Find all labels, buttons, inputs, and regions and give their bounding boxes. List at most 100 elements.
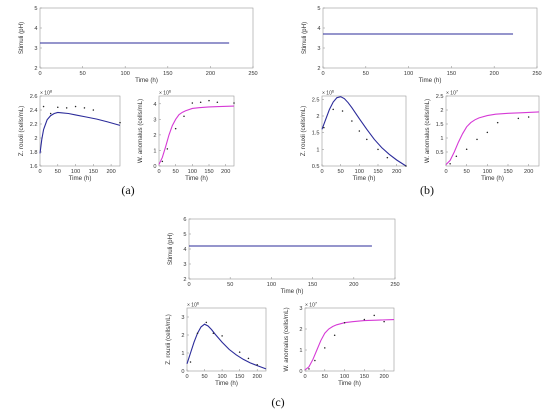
y-tick-label: 2.6 <box>30 94 38 100</box>
chart-a-z: 0 50 100 150 200 1.6 1.8 2 2.2 2.4 2.6 Time (h) Z. r… <box>18 89 121 182</box>
data-point <box>233 102 235 104</box>
y-tick-label: 2.4 <box>30 108 38 114</box>
data-point <box>308 368 310 370</box>
data-point <box>92 109 95 111</box>
data-point <box>343 321 346 324</box>
data-point <box>196 332 199 334</box>
data-point <box>383 320 385 323</box>
y-tick-label: 4 <box>34 26 37 32</box>
plot-frame <box>186 307 267 372</box>
data-point <box>386 156 389 159</box>
y-tick-label: 3 <box>181 315 184 321</box>
y-tick-label: 3 <box>183 262 186 268</box>
y-axis-label: Stimuli (pH) <box>301 22 308 54</box>
data-point <box>49 112 52 115</box>
x-tick-label: 50 <box>201 374 207 380</box>
data-point <box>341 110 344 112</box>
model-curve <box>39 111 121 154</box>
x-axis-label: Time (h) <box>215 380 238 387</box>
data-point <box>486 131 489 134</box>
x-tick-label: 0 <box>38 169 41 175</box>
plot-frame <box>158 95 235 167</box>
data-point <box>189 361 192 363</box>
x-tick-label: 0 <box>444 169 447 175</box>
data-point <box>174 127 177 130</box>
y-axis-label: W. anomalus (cells/mL) <box>283 307 290 371</box>
model-curve <box>304 319 395 371</box>
plot-frame <box>445 95 540 167</box>
data-point <box>517 117 520 120</box>
y-axis-label: Stimuli (pH) <box>18 22 25 54</box>
x-axis-label: Time (h) <box>481 175 504 182</box>
data-point <box>191 102 194 104</box>
x-axis-label: Time (h) <box>185 175 208 182</box>
x-tick-label: 50 <box>173 169 179 175</box>
y-tick-label: 2 <box>34 66 37 72</box>
panel-label-b: (b) <box>420 183 434 197</box>
data-point <box>351 120 353 122</box>
y-tick-label: 3 <box>153 117 156 123</box>
model-curve <box>158 105 235 165</box>
x-tick-label: 0 <box>321 71 324 77</box>
y-tick-label: 1.5 <box>312 131 320 137</box>
y-tick-label: 1.8 <box>30 150 38 156</box>
y-tick-label: 3 <box>299 306 302 312</box>
data-point <box>449 163 451 165</box>
x-tick-label: 150 <box>235 374 244 380</box>
x-axis-label: Time (h) <box>419 77 442 84</box>
y-tick-label: 4 <box>317 26 320 32</box>
data-point <box>183 115 185 117</box>
x-axis-label: Time (h) <box>135 77 158 84</box>
data-point <box>496 121 499 124</box>
x-tick-label: 100 <box>267 282 276 288</box>
plot-frame <box>188 218 396 280</box>
x-tick-label: 150 <box>503 169 512 175</box>
x-axis-label: Time (h) <box>353 175 376 182</box>
y-tick-label: 1 <box>316 147 319 153</box>
data-point <box>373 314 375 317</box>
x-tick-label: 200 <box>392 169 401 175</box>
x-tick-label: 150 <box>89 169 98 175</box>
chart-c-z: 0 50 100 150 200 0 1 2 3 Time (h) Z. rouxii (cells… <box>165 301 267 387</box>
y-tick-label: 3 <box>317 46 320 52</box>
model-curve <box>321 96 407 167</box>
y-tick-label: 2 <box>317 66 320 72</box>
y-tick-label: 5 <box>317 6 320 12</box>
x-tick-label: 0 <box>157 169 160 175</box>
data-point <box>324 347 326 349</box>
axis-multiplier: × 107 <box>305 301 318 309</box>
y-tick-label: 2 <box>316 114 319 120</box>
y-tick-label: 1.6 <box>30 164 38 170</box>
y-tick-label: 0 <box>299 369 302 375</box>
y-axis-label: Z. rouxii (cells/mL) <box>300 106 307 157</box>
y-tick-label: 2 <box>34 136 37 142</box>
data-point <box>333 334 336 337</box>
x-tick-label: 200 <box>349 282 358 288</box>
x-tick-label: 50 <box>322 374 328 380</box>
chart-a-w: 0 50 100 150 200 0 1 2 3 4 Time (h) W. anomalus (ce… <box>137 89 235 182</box>
x-tick-label: 0 <box>187 282 190 288</box>
x-tick-label: 100 <box>188 169 197 175</box>
x-tick-label: 100 <box>483 169 492 175</box>
x-tick-label: 100 <box>71 169 80 175</box>
model-curve <box>186 323 267 370</box>
y-tick-label: 4 <box>183 247 186 253</box>
data-point <box>221 335 223 337</box>
data-point <box>405 165 407 167</box>
y-axis-label: Z. rouxii (cells/mL) <box>165 314 172 365</box>
x-tick-label: 150 <box>447 71 456 77</box>
data-point <box>65 107 68 109</box>
data-point <box>358 130 361 132</box>
axis-multiplier: × 106 <box>322 89 335 97</box>
x-tick-label: 50 <box>79 71 85 77</box>
x-axis-label: Time (h) <box>338 380 361 387</box>
x-tick-label: 50 <box>464 169 470 175</box>
x-tick-label: 0 <box>185 374 188 380</box>
y-tick-label: 1 <box>153 148 156 154</box>
axis-multiplier: × 106 <box>187 301 200 309</box>
x-axis-label: Time (h) <box>281 288 304 295</box>
y-tick-label: 1 <box>440 136 443 142</box>
y-tick-label: 0.5 <box>312 164 320 170</box>
y-axis-label: Stimuli (pH) <box>167 233 174 265</box>
